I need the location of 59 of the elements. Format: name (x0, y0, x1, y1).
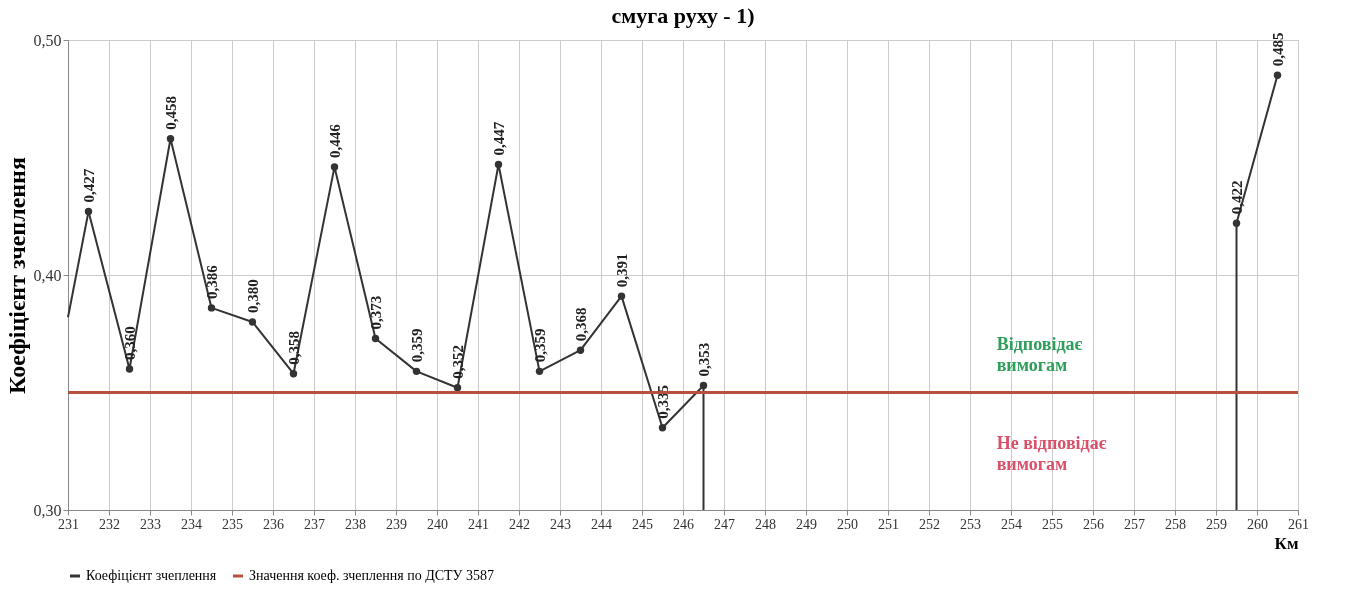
y-axis-title: Коефіцієнт зчеплення (3, 157, 30, 394)
data-label: 0,386 (203, 264, 220, 299)
legend-label: Значення коеф. зчеплення по ДСТУ 3587 (249, 568, 495, 583)
data-label: 0,358 (285, 330, 302, 365)
x-tick-label: 247 (714, 516, 735, 532)
x-tick-label: 243 (550, 516, 571, 532)
x-tick-label: 245 (632, 516, 653, 532)
x-tick-label: 238 (345, 516, 366, 532)
x-tick-label: 258 (1165, 516, 1186, 532)
x-tick-label: 259 (1206, 516, 1227, 532)
data-label: 0,485 (1269, 32, 1286, 67)
x-axis-title: Км (1274, 533, 1299, 553)
x-tick-label: 242 (509, 516, 530, 532)
x-tick-label: 237 (304, 516, 325, 532)
data-label: 0,422 (1228, 180, 1245, 215)
data-label: 0,380 (244, 279, 261, 313)
x-tick-label: 232 (99, 516, 120, 532)
x-tick-label: 240 (427, 516, 448, 532)
chart-title: смуга руху - 1) (611, 3, 755, 28)
data-label: 0,373 (367, 295, 384, 330)
x-tick-label: 251 (878, 516, 899, 532)
x-tick-label: 234 (181, 516, 202, 532)
annotation: Відповідає вимогам (996, 334, 1083, 376)
x-tick-label: 256 (1083, 516, 1104, 532)
x-tick-label: 254 (1001, 516, 1022, 532)
x-tick-label: 244 (591, 516, 612, 532)
data-label: 0,458 (162, 95, 179, 130)
x-tick-label: 257 (1124, 516, 1145, 532)
y-tick-label: 0,30 (33, 501, 62, 519)
data-label: 0,359 (408, 328, 425, 363)
x-tick-label: 233 (140, 516, 161, 532)
data-label: 0,360 (121, 326, 138, 360)
data-label: 0,353 (695, 342, 712, 377)
x-tick-label: 236 (263, 516, 284, 532)
legend-label: Коефіцієнт зчеплення (86, 568, 217, 583)
data-label: 0,335 (654, 385, 671, 419)
data-label: 0,359 (531, 328, 548, 363)
x-tick-label: 255 (1042, 516, 1063, 532)
x-tick-label: 231 (58, 516, 79, 532)
x-tick-label: 248 (755, 516, 776, 532)
data-label: 0,352 (449, 345, 466, 379)
x-tick-label: 235 (222, 516, 243, 532)
x-tick-label: 246 (673, 516, 694, 532)
x-tick-label: 241 (468, 516, 489, 532)
annotation: Не відповідає вимогам (996, 432, 1107, 474)
x-tick-label: 260 (1247, 516, 1268, 532)
data-label: 0,446 (326, 123, 343, 158)
data-label: 0,427 (80, 168, 97, 203)
x-tick-label: 253 (960, 516, 981, 532)
y-tick-label: 0,40 (33, 266, 62, 284)
x-tick-label: 252 (919, 516, 940, 532)
x-tick-label: 249 (796, 516, 817, 532)
data-label: 0,391 (613, 253, 630, 288)
data-label: 0,447 (490, 121, 507, 156)
x-tick-label: 250 (837, 516, 858, 532)
data-label: 0,368 (572, 307, 589, 342)
y-tick-label: 0,50 (33, 31, 62, 49)
x-tick-label: 239 (386, 516, 407, 532)
x-tick-label: 261 (1288, 516, 1309, 532)
